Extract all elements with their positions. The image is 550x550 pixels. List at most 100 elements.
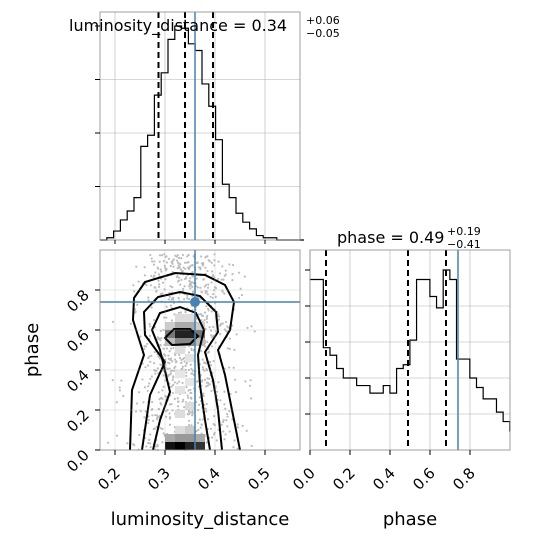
sample-point	[236, 447, 239, 450]
sample-point	[184, 311, 187, 314]
sample-point	[237, 271, 241, 274]
sample-point	[238, 296, 241, 300]
sample-point	[184, 267, 187, 271]
sample-point	[205, 385, 208, 388]
sample-point	[162, 260, 166, 263]
sample-point	[160, 403, 163, 406]
sample-point	[146, 389, 149, 392]
sample-point	[187, 396, 190, 399]
sample-point	[148, 442, 152, 445]
sample-point	[164, 255, 167, 259]
sample-point	[206, 340, 209, 343]
tick-label: 0.8	[63, 286, 93, 316]
sample-point	[176, 261, 180, 264]
sample-point	[111, 320, 115, 323]
sample-point	[231, 272, 234, 276]
density-cell	[175, 386, 185, 394]
sample-point	[189, 388, 192, 391]
sample-point	[175, 255, 178, 258]
sample-point	[157, 285, 161, 288]
sample-point	[201, 379, 204, 382]
density-cell	[195, 338, 205, 346]
sample-point	[201, 366, 204, 369]
sample-point	[191, 281, 194, 284]
sample-point	[226, 325, 229, 328]
sample-point	[134, 310, 137, 313]
panel-frame	[99, 249, 301, 451]
sample-point	[168, 412, 171, 415]
sample-point	[187, 389, 190, 392]
sample-point	[232, 366, 235, 369]
sample-point	[107, 441, 110, 444]
sample-point	[228, 410, 231, 413]
title-distance-minus: −0.05	[306, 27, 340, 40]
sample-point	[149, 284, 152, 287]
sample-point	[195, 317, 198, 320]
sample-point	[231, 324, 234, 327]
sample-point	[147, 385, 150, 388]
sample-point	[249, 379, 252, 382]
sample-point	[191, 275, 195, 278]
sample-point	[171, 391, 174, 395]
sample-point	[163, 316, 166, 319]
sample-point	[228, 263, 231, 266]
sample-point	[218, 272, 222, 275]
sample-point	[216, 278, 220, 281]
sample-point	[198, 403, 201, 406]
sample-point	[190, 284, 193, 287]
sample-point	[211, 345, 214, 348]
sample-point	[241, 424, 244, 427]
sample-point	[208, 326, 211, 329]
sample-point	[181, 400, 184, 403]
density-cell	[185, 322, 195, 330]
sample-point	[115, 434, 119, 437]
sample-point	[168, 367, 171, 370]
sample-point	[183, 298, 186, 301]
sample-point	[145, 445, 148, 448]
sample-point	[150, 260, 154, 263]
sample-point	[217, 381, 220, 384]
sample-point	[186, 255, 189, 258]
sample-point	[147, 421, 150, 425]
sample-point	[231, 263, 235, 267]
sample-point	[134, 410, 138, 413]
sample-point	[253, 330, 256, 333]
sample-point	[126, 442, 129, 445]
sample-point	[204, 407, 207, 410]
sample-point	[159, 363, 162, 366]
sample-point	[172, 347, 175, 350]
sample-point	[165, 347, 169, 350]
sample-point	[143, 347, 146, 350]
sample-point	[202, 278, 205, 281]
density-cell	[175, 322, 185, 330]
sample-point	[228, 347, 231, 350]
density-cell	[195, 330, 205, 338]
sample-point	[167, 374, 170, 377]
sample-point	[147, 299, 150, 302]
sample-point	[209, 364, 213, 367]
sample-point	[159, 329, 162, 333]
sample-point	[198, 418, 202, 421]
sample-point	[185, 386, 188, 389]
sample-point	[178, 353, 181, 357]
sample-point	[205, 316, 208, 319]
sample-point	[250, 444, 253, 448]
sample-point	[226, 347, 230, 350]
sample-point	[158, 357, 162, 360]
sample-point	[199, 313, 203, 316]
sample-point	[157, 267, 160, 270]
density-cell	[175, 434, 185, 442]
sample-point	[166, 361, 170, 364]
sample-point	[185, 371, 188, 374]
tick-label: 0.2	[94, 464, 124, 494]
sample-point	[150, 354, 153, 357]
sample-point	[200, 319, 203, 322]
sample-point	[158, 398, 161, 401]
sample-point	[239, 287, 242, 290]
hist-phase-steps	[310, 269, 511, 432]
sample-point	[244, 380, 247, 383]
sample-point	[143, 386, 147, 389]
sample-point	[221, 265, 224, 268]
sample-point	[181, 253, 185, 257]
sample-point	[183, 406, 186, 409]
